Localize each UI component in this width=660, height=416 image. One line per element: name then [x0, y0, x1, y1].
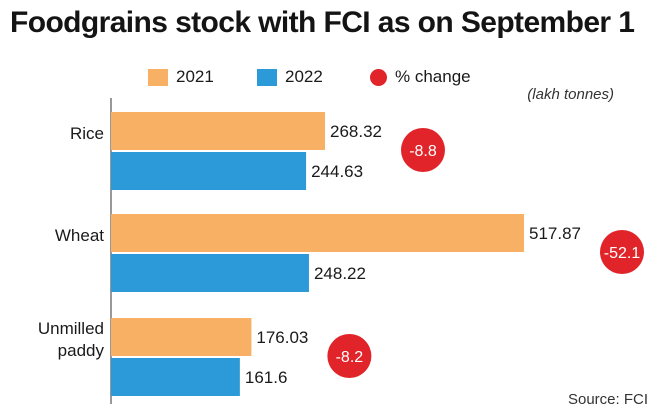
legend-swatch-2021	[148, 68, 168, 86]
source-label: Source: FCI	[567, 391, 648, 408]
data-label: 176.03	[256, 328, 308, 347]
bar-2021-1	[111, 214, 524, 252]
bar-2021-2	[111, 318, 252, 356]
category-label: Wheat	[55, 226, 104, 245]
percent-change-circle	[600, 230, 644, 274]
percent-change-label: -8.2	[336, 349, 364, 366]
legend-item-2022: 2022	[257, 66, 323, 88]
bar-2022-2	[111, 358, 240, 396]
legend-item-2021: 2021	[148, 66, 214, 88]
percent-change-label: -8.8	[409, 143, 437, 160]
legend-label-2021: 2021	[176, 67, 214, 86]
category-label: Unmilled	[38, 319, 104, 338]
chart-title: Foodgrains stock with FCI as on Septembe…	[10, 6, 635, 39]
legend-item-percent-change: % change	[370, 66, 471, 88]
bar-2021-0	[111, 112, 325, 150]
data-label: 244.63	[311, 162, 363, 181]
percent-change-circle	[327, 334, 372, 378]
percent-change-circle	[400, 128, 445, 172]
data-label: 161.6	[245, 368, 288, 387]
legend-label-2022: 2022	[285, 67, 323, 86]
legend-swatch-2022	[257, 68, 277, 86]
legend-dot-percent-change	[370, 68, 387, 86]
data-label: 517.87	[529, 224, 581, 243]
unit-label: (lakh tonnes)	[527, 86, 614, 103]
legend-label-percent-change: % change	[395, 67, 471, 86]
data-label: 248.22	[314, 264, 366, 283]
bar-2022-0	[111, 152, 307, 190]
category-label: paddy	[58, 341, 105, 360]
percent-change-label: -52.1	[604, 245, 641, 262]
data-label: 268.32	[330, 122, 382, 141]
category-label: Rice	[70, 124, 104, 143]
bar-2022-1	[111, 254, 309, 292]
